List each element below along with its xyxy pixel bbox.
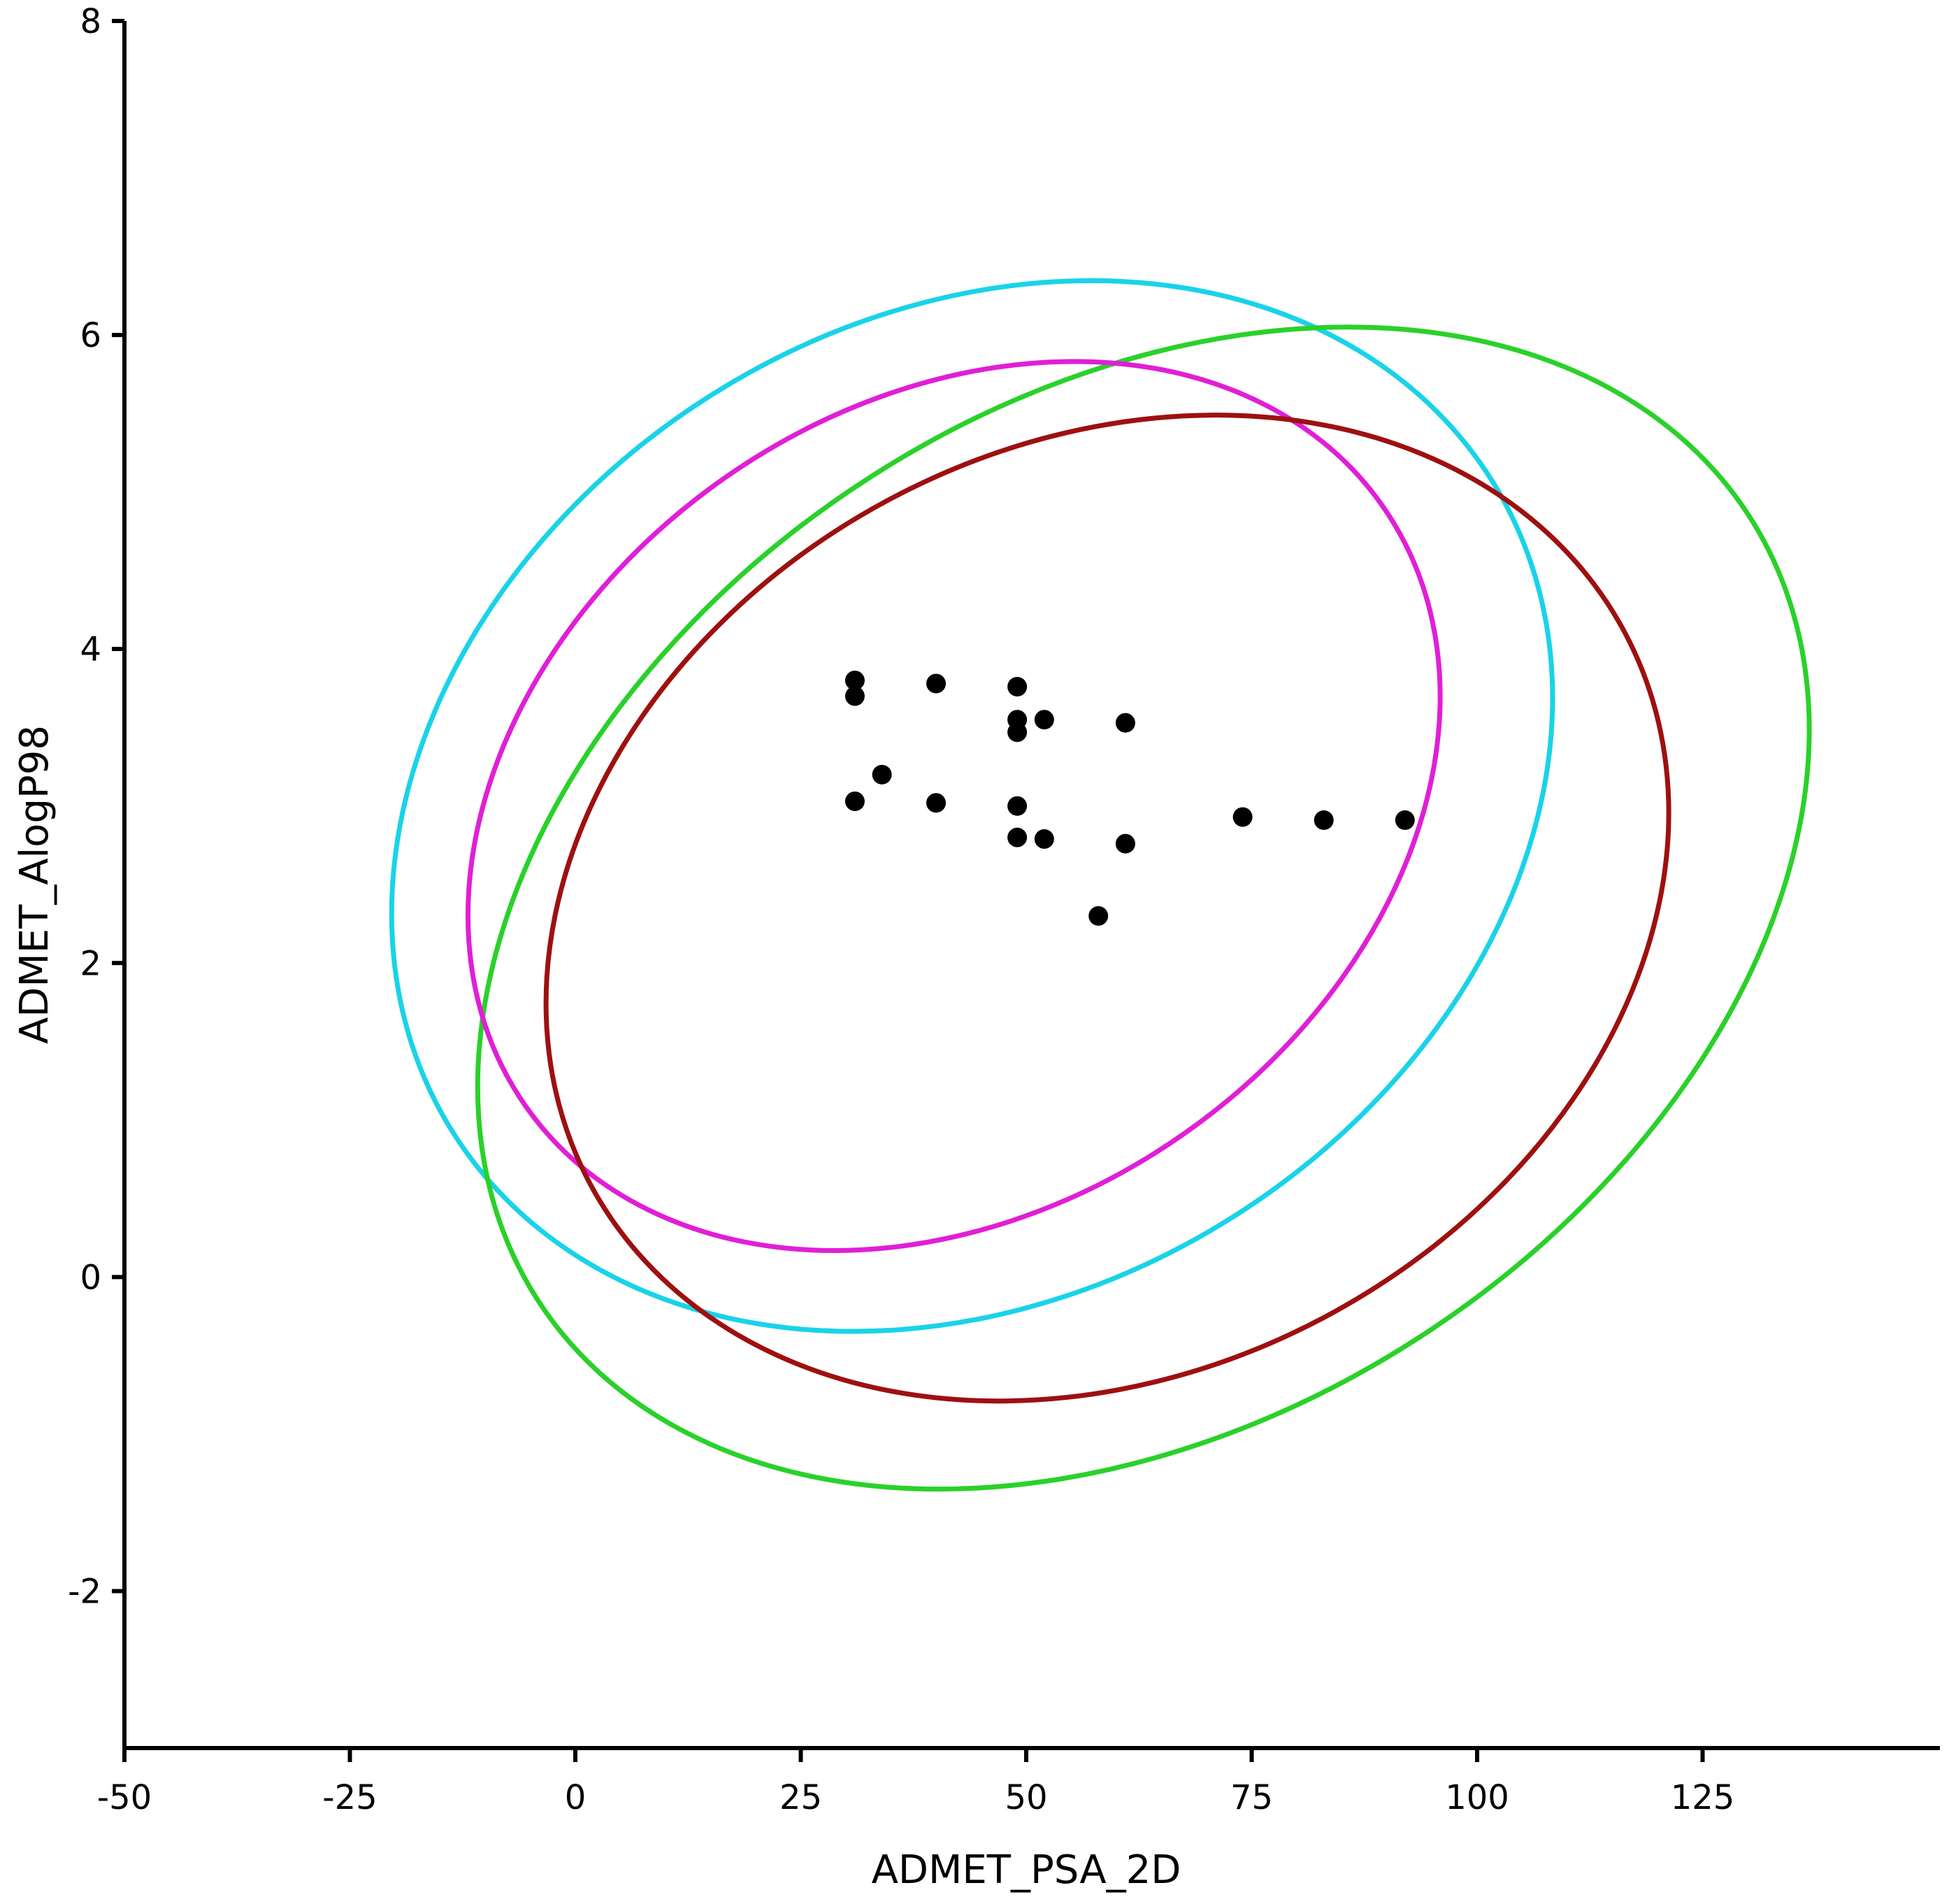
y-tick-label: 2 bbox=[80, 944, 101, 983]
data-point bbox=[1007, 722, 1028, 743]
x-tick-label: -50 bbox=[97, 1778, 152, 1817]
ellipse-3 bbox=[465, 359, 1443, 1253]
data-point bbox=[872, 764, 892, 785]
data-point bbox=[1034, 829, 1054, 849]
x-tick-label: 100 bbox=[1445, 1778, 1509, 1817]
data-point bbox=[926, 673, 946, 694]
x-tick-label: 125 bbox=[1671, 1778, 1735, 1817]
x-tick-label: 50 bbox=[1005, 1778, 1047, 1817]
x-tick-label: 75 bbox=[1230, 1778, 1273, 1817]
data-points bbox=[844, 671, 1415, 926]
y-tick-label: 8 bbox=[80, 2, 101, 41]
ellipse-1 bbox=[389, 278, 1555, 1334]
data-point bbox=[844, 686, 865, 706]
y-tick-label: 0 bbox=[80, 1258, 101, 1297]
x-tick-label: -25 bbox=[322, 1778, 377, 1817]
data-point bbox=[1314, 810, 1334, 830]
data-point bbox=[1088, 906, 1109, 926]
ellipse-4 bbox=[543, 413, 1671, 1404]
axes bbox=[122, 21, 1940, 1750]
data-point bbox=[1007, 796, 1028, 816]
data-point bbox=[1232, 807, 1253, 827]
confidence-ellipses bbox=[389, 278, 1812, 1492]
y-axis-title: ADMET_AlogP98 bbox=[12, 725, 57, 1044]
data-point bbox=[1007, 677, 1028, 697]
data-point bbox=[926, 793, 946, 813]
data-point bbox=[1115, 833, 1135, 854]
x-axis-title: ADMET_PSA_2D bbox=[872, 1847, 1181, 1893]
data-point bbox=[1007, 827, 1028, 847]
ticks: -50 -25 0 25 50 75 100 125 -2 0 2 4 6 8 bbox=[68, 2, 1734, 1817]
x-tick-label: 25 bbox=[779, 1778, 822, 1817]
y-tick-label: 4 bbox=[80, 630, 101, 669]
ellipse-2 bbox=[475, 324, 1812, 1492]
x-tick-label: 0 bbox=[565, 1778, 587, 1817]
data-point bbox=[1395, 810, 1415, 830]
y-tick-label: 6 bbox=[80, 316, 101, 355]
data-point bbox=[1115, 713, 1135, 733]
data-point bbox=[1034, 710, 1054, 730]
data-point bbox=[844, 791, 865, 811]
data-point bbox=[844, 671, 865, 691]
y-tick-label: -2 bbox=[68, 1572, 101, 1611]
